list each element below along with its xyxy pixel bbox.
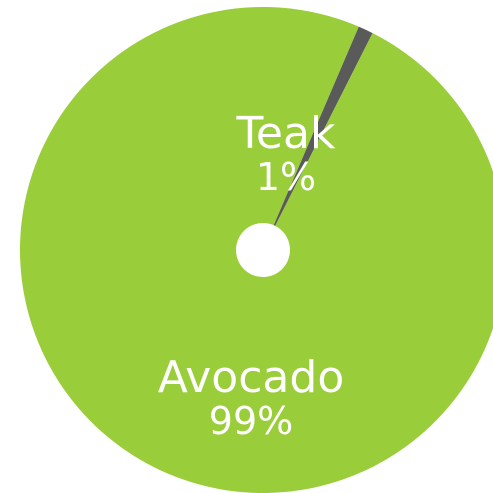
slice-value-teak: 1% bbox=[256, 155, 316, 199]
slice-label-teak: Teak bbox=[236, 108, 336, 159]
slice-value-avocado: 99% bbox=[209, 399, 293, 443]
pie-slice-teak bbox=[263, 26, 373, 250]
donut-hole bbox=[236, 223, 290, 277]
slice-label-avocado: Avocado bbox=[158, 352, 344, 403]
